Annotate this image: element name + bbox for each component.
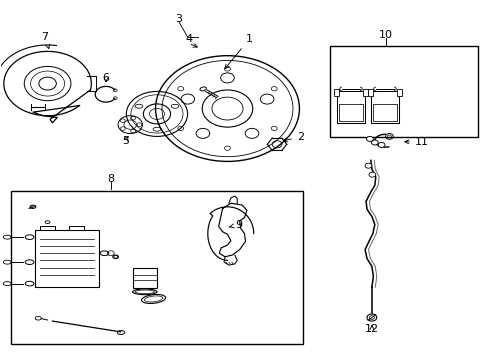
Bar	[338, 104, 363, 121]
Text: 12: 12	[364, 324, 378, 334]
Circle shape	[366, 136, 372, 141]
Bar	[329, 46, 477, 137]
Circle shape	[371, 140, 377, 145]
Bar	[396, 89, 401, 96]
Text: 2: 2	[283, 132, 304, 142]
Bar	[370, 91, 398, 123]
Bar	[35, 230, 99, 287]
Text: 11: 11	[404, 138, 428, 148]
Text: 8: 8	[107, 174, 114, 184]
Bar	[11, 191, 302, 344]
Bar	[40, 226, 55, 230]
Bar	[132, 268, 157, 288]
Text: 9: 9	[229, 220, 242, 230]
Circle shape	[368, 172, 375, 177]
Circle shape	[365, 163, 371, 168]
Circle shape	[377, 143, 384, 148]
Text: 3: 3	[175, 14, 182, 24]
Text: 10: 10	[378, 30, 392, 40]
Text: 4: 4	[184, 34, 192, 44]
Bar	[336, 91, 365, 123]
Text: 5: 5	[122, 136, 129, 146]
Bar	[334, 89, 339, 96]
Bar	[372, 104, 396, 121]
Bar	[368, 89, 372, 96]
Bar	[69, 226, 84, 230]
Text: 6: 6	[102, 73, 109, 83]
Bar	[362, 89, 367, 96]
Text: 7: 7	[41, 32, 49, 49]
Text: 1: 1	[224, 34, 252, 69]
